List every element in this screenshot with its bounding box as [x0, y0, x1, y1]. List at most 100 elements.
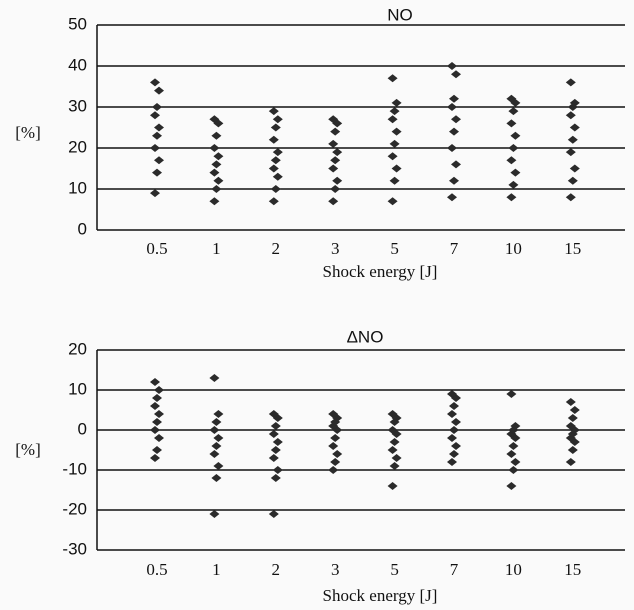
data-point	[268, 454, 279, 462]
y-tick-label: 40	[68, 55, 87, 74]
data-point	[506, 390, 517, 398]
data-point	[451, 115, 461, 124]
data-point	[272, 115, 283, 124]
data-point	[328, 139, 339, 148]
data-point	[328, 442, 339, 450]
data-point	[272, 148, 283, 157]
data-point	[508, 180, 519, 189]
data-point	[150, 454, 160, 462]
data-point	[449, 426, 459, 434]
data-point	[506, 482, 517, 490]
data-point	[391, 454, 402, 462]
data-point	[510, 131, 521, 140]
data-point	[270, 156, 281, 165]
x-tick-label: 7	[450, 560, 459, 579]
data-point	[328, 115, 339, 124]
data-point	[154, 123, 164, 132]
data-point	[330, 434, 341, 442]
data-point	[569, 123, 580, 132]
data-point	[154, 434, 164, 442]
x-tick-label: 10	[505, 560, 522, 579]
data-point	[328, 164, 339, 173]
data-point	[330, 127, 341, 136]
data-point	[270, 422, 281, 430]
chart-title: ΔNO	[347, 327, 384, 346]
data-point	[209, 374, 220, 382]
data-point	[209, 197, 220, 206]
data-point	[211, 418, 222, 426]
data-point	[268, 510, 279, 518]
data-point	[211, 160, 222, 169]
data-point	[565, 78, 576, 87]
data-point	[389, 176, 400, 185]
data-point	[387, 426, 398, 434]
data-point	[506, 450, 517, 458]
data-point	[569, 164, 580, 173]
x-tick-label: 5	[390, 239, 399, 258]
data-point	[154, 410, 164, 418]
data-point	[447, 62, 457, 70]
data-point	[449, 94, 459, 103]
data-point	[387, 197, 398, 206]
data-point	[272, 466, 283, 474]
data-point	[447, 434, 457, 442]
y-axis-label: [%]	[15, 440, 40, 459]
data-point	[387, 115, 398, 124]
data-point	[451, 442, 461, 450]
x-tick-label: 3	[331, 239, 340, 258]
x-tick-label: 15	[564, 560, 581, 579]
data-point	[328, 466, 339, 474]
data-point	[213, 434, 224, 442]
data-point	[447, 103, 457, 111]
data-point	[387, 482, 398, 490]
data-point	[389, 107, 400, 116]
data-point	[150, 78, 160, 87]
data-point	[328, 410, 339, 418]
data-point	[567, 135, 578, 144]
data-point	[211, 442, 222, 450]
x-tick-label: 7	[450, 239, 459, 258]
data-point	[213, 462, 224, 470]
data-point	[567, 414, 578, 422]
data-point	[387, 410, 398, 418]
x-tick-label: 1	[212, 560, 221, 579]
data-point	[391, 164, 402, 173]
data-point	[387, 74, 398, 83]
data-point	[152, 103, 162, 111]
x-tick-label: 1	[212, 239, 221, 258]
y-tick-label: -30	[62, 539, 87, 558]
x-tick-label: 2	[272, 239, 281, 258]
data-point	[209, 510, 220, 518]
data-point	[213, 152, 224, 161]
data-point	[211, 185, 222, 193]
data-point	[270, 446, 281, 454]
data-point	[332, 176, 343, 185]
data-point	[447, 390, 457, 398]
data-point	[565, 193, 576, 202]
data-point	[565, 398, 576, 406]
data-point	[510, 422, 521, 430]
data-point	[270, 123, 281, 132]
data-point	[387, 152, 398, 161]
data-point	[213, 176, 224, 185]
x-axis-label: Shock energy [J]	[323, 262, 438, 281]
y-tick-label: -10	[62, 459, 87, 478]
data-point	[569, 406, 580, 414]
data-point	[332, 450, 343, 458]
data-point	[508, 107, 519, 116]
data-point	[209, 144, 220, 152]
data-point	[510, 168, 521, 177]
data-point	[152, 394, 162, 402]
data-point	[330, 156, 341, 165]
x-tick-label: 0.5	[146, 239, 167, 258]
data-point	[154, 86, 164, 95]
data-point	[213, 410, 224, 418]
data-point	[449, 402, 459, 410]
data-point	[567, 176, 578, 185]
data-point	[209, 450, 220, 458]
data-point	[152, 168, 162, 177]
data-point	[565, 422, 576, 430]
data-point	[447, 193, 457, 202]
data-point	[449, 127, 459, 136]
